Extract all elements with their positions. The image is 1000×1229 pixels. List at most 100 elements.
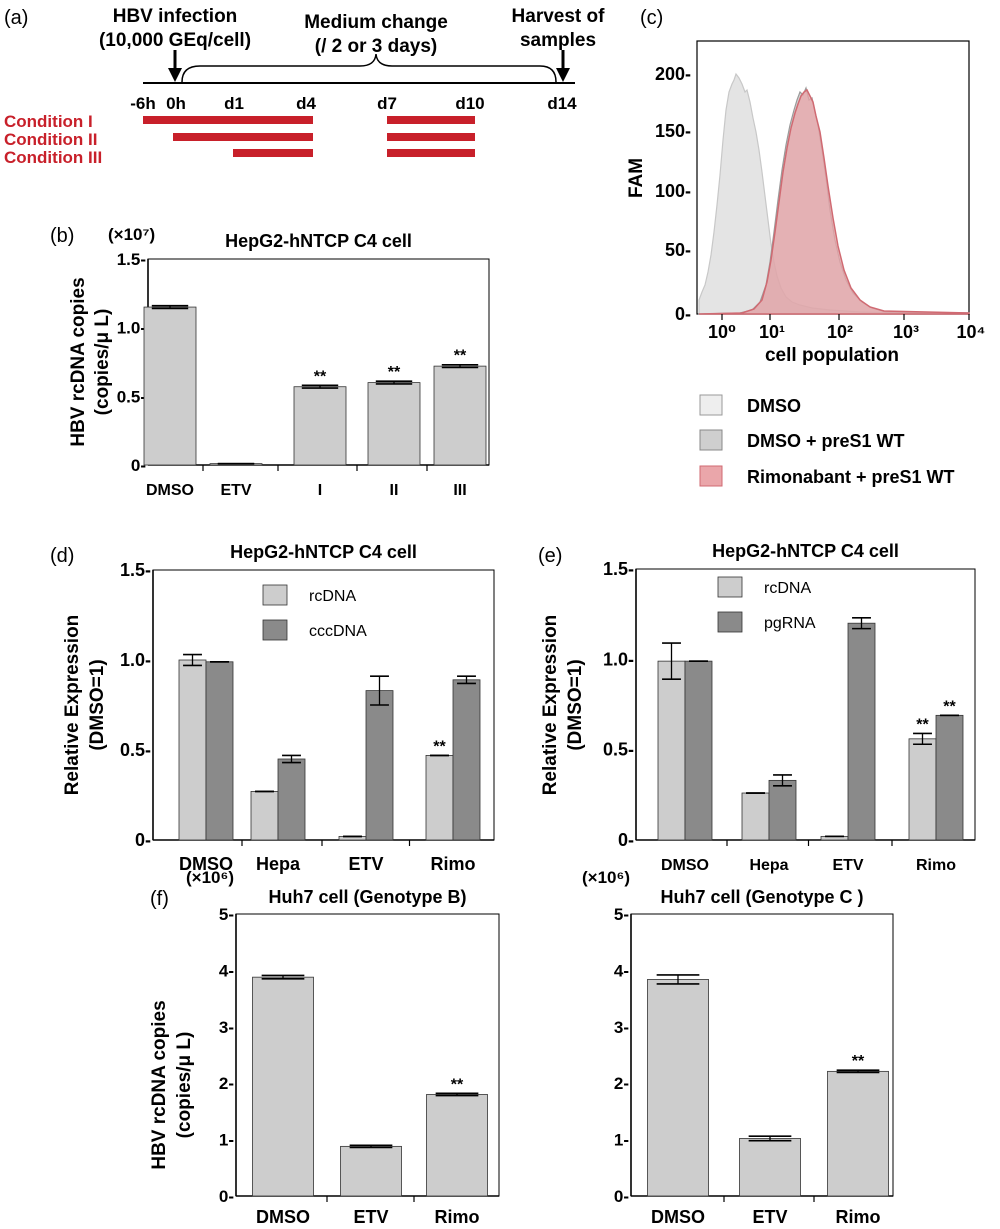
condition-label: Condition I [4,112,93,131]
category-label: DMSO [146,482,194,499]
bar [935,714,964,841]
axis-multiplier: (×10⁷) [108,225,155,244]
chart-f2: 0- 1- 2- 3- 4- 5- ** DMSO ETV Rimo Huh7 cell (Geno… [582,868,894,1227]
condition-3-segment-1 [233,149,313,157]
y-tick-label: 1.5- [117,250,146,269]
panel-a-label: (a) [4,7,28,29]
bar [741,792,770,841]
legend-label-rimonabant: Rimonabant + preS1 WT [747,467,955,487]
category-label: III [453,482,466,499]
event-medium-line1: Medium change [304,12,448,33]
category-label: I [318,482,322,499]
histogram-ytick: 0- [675,304,691,324]
significance-label: ** [433,738,446,755]
legend-swatch [262,584,288,606]
y-axis-label-line1: Relative Expression [540,615,561,796]
y-tick-label: 0.5- [603,740,634,760]
bar [178,659,207,841]
legend-label-dmso: DMSO [747,396,801,416]
bar [768,779,797,841]
y-tick-label: 0- [135,830,151,850]
category-label: ETV [832,857,863,874]
histogram-xtick: 10¹ [759,322,785,342]
bar [684,660,713,841]
y-tick-label: 1- [614,1131,629,1150]
bar [827,1070,889,1197]
event-harvest-line2: samples [520,30,596,51]
harvest-arrow [556,50,570,82]
chart-d: 0- 0.5- 1.0- 1.5- ** DMSO Hepa ETV Rimo HepG2-hNT… [50,542,495,874]
y-tick-label: 1- [219,1131,234,1150]
bar [277,758,306,841]
bar [252,976,314,1197]
panel-label: (f) [150,888,169,910]
histogram-xtick: 10⁰ [708,322,736,342]
y-tick-label: 2- [614,1074,629,1093]
y-tick-label: 0.5- [120,740,151,760]
histogram-rimonabant-pres1 [698,88,970,315]
bar [647,979,709,1197]
chart-title: Huh7 cell (Genotype C ) [660,887,863,907]
histogram-legend: DMSO DMSO + preS1 WT Rimonabant + preS1 … [699,394,955,487]
y-tick-label: 3- [614,1018,629,1037]
histogram-xtick: 10⁴ [957,322,986,342]
y-tick-label: 4- [219,961,234,980]
category-label: II [390,482,399,499]
tick-label: d14 [547,94,577,113]
significance-label: ** [451,1076,464,1093]
histogram-xtick: 10³ [893,322,919,342]
y-tick-label: 1.0- [603,649,634,669]
category-label: ETV [348,854,383,874]
legend-label: rcDNA [764,580,811,597]
y-tick-label: 4- [614,961,629,980]
y-axis-label-line1: HBV rcDNA copies [68,277,89,446]
category-label: Rimo [435,1207,480,1227]
bar-charts: 0-0.5-1.0-1.5-** ****DMSO ETV I II IIIHepG2-h… [50,225,976,1227]
y-tick-label: 0- [614,1187,629,1206]
category-label: Rimo [836,1207,881,1227]
y-axis-label-line2: (copies/μ L) [92,309,113,416]
condition-2-segment-2 [387,133,475,141]
legend-label: cccDNA [309,623,367,640]
y-axis-label-line2: (DMSO=1) [565,659,586,750]
category-label: Rimo [431,854,476,874]
chart-e: 0- 0.5- 1.0- 1.5- ** ** DMSO Hepa ETV Rimo HepG2-h… [538,541,976,874]
bar [425,755,454,841]
y-axis-label-line1: HBV rcDNA copies [149,1000,170,1169]
y-tick-label: 0- [618,830,634,850]
y-tick-label: 1.0- [117,319,146,338]
condition-1-segment-2 [387,116,475,124]
histogram-ytick: 200- [655,64,691,84]
bar [340,1145,402,1197]
y-tick-label: 2- [219,1074,234,1093]
y-tick-label: 3- [219,1018,234,1037]
medium-change-brace [181,53,557,83]
bar [426,1094,488,1197]
panel-label: (b) [50,225,74,247]
significance-label: ** [916,716,929,733]
y-tick-label: 5- [614,905,629,924]
condition-1-segment-1 [143,116,313,124]
histogram-ytick: 150- [655,121,691,141]
chart-title: HepG2-hNTCP C4 cell [225,231,412,251]
tick-label: -6h [130,94,156,113]
legend-label-dmso-pres1: DMSO + preS1 WT [747,431,905,451]
tick-label: d7 [377,94,397,113]
condition-label: Condition II [4,130,97,149]
legend-swatch-rimonabant [699,465,723,487]
axis-multiplier: (×10⁶) [186,868,234,887]
bar [250,791,279,841]
bar [908,738,937,841]
legend-label: rcDNA [309,588,356,605]
chart-b: 0-0.5-1.0-1.5-** ****DMSO ETV I II IIIHepG2-h… [50,225,490,499]
chart-title: HepG2-hNTCP C4 cell [712,541,899,561]
axis-multiplier: (×10⁶) [582,868,630,887]
panel-label: (d) [50,545,74,567]
chart-title: Huh7 cell (Genotype B) [268,887,466,907]
tick-label: d10 [455,94,484,113]
significance-label: ** [943,698,956,715]
bar [367,382,421,466]
y-tick-label: 0- [131,456,146,475]
histogram-ylabel: FAM [626,158,647,198]
